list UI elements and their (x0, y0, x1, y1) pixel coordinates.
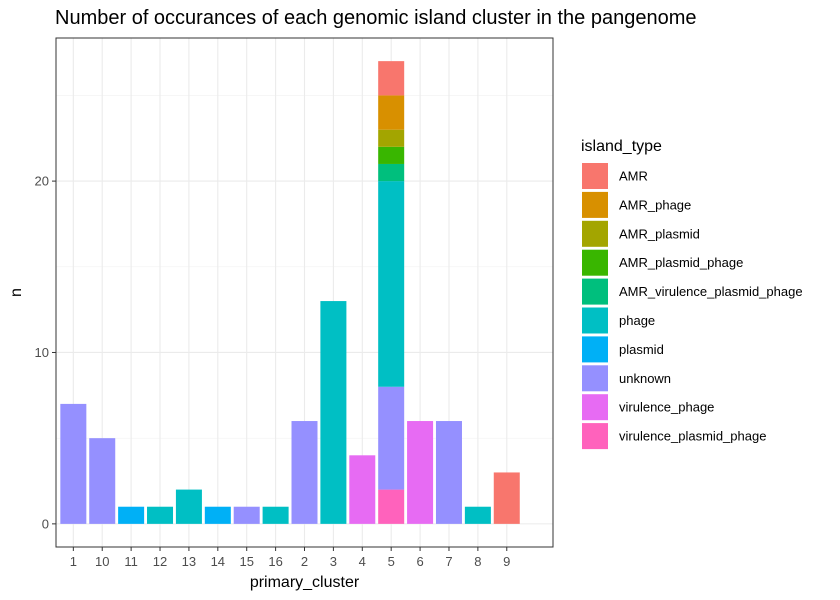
bar-segment-amr-plasmid (378, 129, 405, 147)
legend-swatch (582, 220, 608, 247)
x-axis-title: primary_cluster (250, 574, 360, 591)
legend-label: unknown (619, 371, 671, 386)
legend-swatch (582, 307, 608, 334)
legend: island_type AMR AMR_phage AMR_plasmid AMR_p… (581, 138, 803, 450)
bar-segment-unknown (291, 421, 318, 524)
bar-segment-unknown (60, 403, 87, 524)
chart-title: Number of occurances of each genomic isl… (55, 7, 696, 29)
legend-label: plasmid (619, 342, 664, 357)
y-tick-label: 20 (35, 174, 49, 189)
bar-segment-phage (464, 506, 491, 524)
legend-label: virulence_phage (619, 400, 714, 415)
x-tick-label: 3 (330, 554, 337, 569)
legend-swatch (582, 423, 608, 450)
y-tick-label: 10 (35, 345, 49, 360)
x-tick-label: 15 (239, 554, 253, 569)
bar-segment-amr-plasmid-phage (378, 146, 405, 164)
y-axis-title: n (8, 288, 25, 297)
bar-segment-amr-virulence-plasmid-phage (378, 163, 405, 182)
legend-swatch (582, 336, 608, 363)
x-tick-label: 6 (416, 554, 423, 569)
legend-label: AMR (619, 169, 648, 184)
legend-label: AMR_plasmid_phage (619, 255, 743, 270)
x-tick-label: 11 (124, 554, 138, 569)
bar-segment-amr (378, 61, 405, 96)
legend-label: AMR_plasmid (619, 226, 700, 241)
bar-segment-virulence-phage (349, 455, 376, 524)
bar-segment-virulence-plasmid-phage (378, 489, 405, 524)
x-axis: 1 10 11 12 13 14 15 16 2 3 4 5 6 7 8 9 (70, 547, 510, 569)
y-axis: 0 10 20 (35, 174, 56, 531)
bar-segment-amr (493, 472, 520, 524)
x-tick-label: 7 (445, 554, 452, 569)
bar-segment-virulence-phage (407, 421, 434, 524)
bar-segment-unknown (89, 438, 116, 524)
x-tick-label: 2 (301, 554, 308, 569)
x-tick-label: 14 (211, 554, 225, 569)
bars-layer (60, 61, 520, 524)
bar-segment-unknown (233, 506, 260, 524)
x-tick-label: 13 (182, 554, 196, 569)
x-tick-label: 5 (388, 554, 395, 569)
bar-segment-plasmid (204, 506, 231, 524)
bar-segment-plasmid (118, 506, 145, 524)
bar-segment-phage (175, 489, 202, 524)
x-tick-label: 10 (95, 554, 109, 569)
legend-swatch (582, 191, 608, 218)
x-tick-label: 12 (153, 554, 167, 569)
x-tick-label: 1 (70, 554, 77, 569)
y-tick-label: 0 (42, 516, 49, 531)
legend-swatch (582, 365, 608, 392)
legend-swatch (582, 394, 608, 421)
x-tick-label: 16 (268, 554, 282, 569)
legend-swatch (582, 249, 608, 276)
legend-label: AMR_virulence_plasmid_phage (619, 284, 803, 299)
x-tick-label: 8 (474, 554, 481, 569)
legend-swatch (582, 278, 608, 305)
bar-segment-phage (147, 506, 174, 524)
bar-segment-phage (320, 301, 347, 524)
legend-label: phage (619, 313, 655, 328)
legend-swatch (582, 163, 608, 189)
bar-segment-phage (262, 506, 289, 524)
x-tick-label: 9 (503, 554, 510, 569)
legend-title: island_type (581, 138, 662, 155)
bar-segment-unknown (378, 386, 405, 490)
bar-segment-unknown (435, 421, 462, 524)
bar-segment-amr-phage (378, 95, 405, 130)
legend-label: AMR_phage (619, 197, 691, 212)
bar-segment-phage (378, 181, 405, 387)
legend-label: virulence_plasmid_phage (619, 429, 766, 444)
x-tick-label: 4 (359, 554, 366, 569)
